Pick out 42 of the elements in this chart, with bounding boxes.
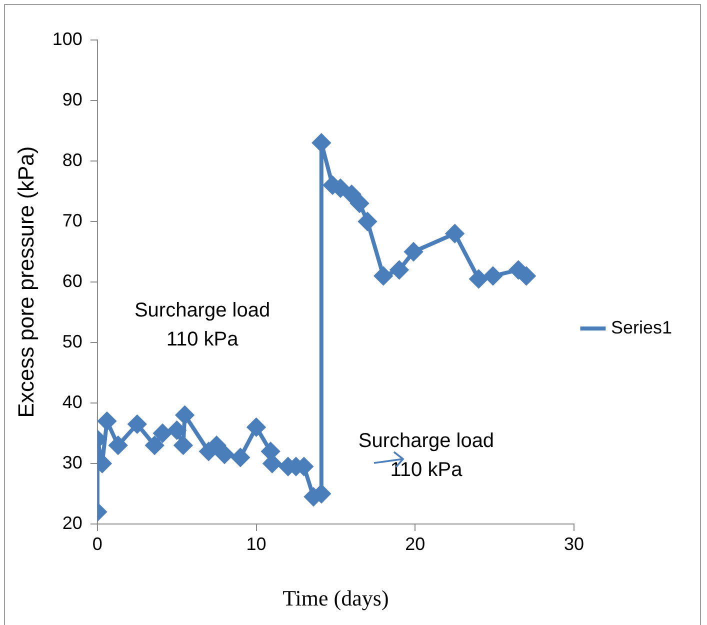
- y-tick-label: 20: [62, 512, 82, 533]
- point: [247, 418, 266, 436]
- point: [358, 212, 376, 230]
- y-tick-label: 50: [62, 331, 82, 352]
- y-tick-label: 30: [62, 452, 82, 472]
- point: [176, 406, 194, 424]
- point: [342, 185, 361, 204]
- point: [128, 415, 146, 434]
- legend-label: Series1: [610, 317, 672, 338]
- point: [231, 448, 250, 466]
- y-tick-label: 90: [62, 89, 82, 110]
- point: [312, 134, 330, 152]
- y-tick-label: 60: [62, 270, 82, 291]
- y-tick-label: 100: [52, 28, 82, 49]
- point: [262, 442, 280, 460]
- point: [484, 266, 502, 285]
- point: [109, 436, 128, 454]
- y-axis-title: Excess pore pressure (kPa): [13, 146, 38, 418]
- point: [216, 445, 234, 464]
- point: [517, 266, 536, 285]
- x-axis-title: Time (days): [282, 586, 389, 611]
- annotation: Surcharge load 110 kPa: [358, 430, 494, 482]
- point: [470, 270, 488, 288]
- point: [350, 194, 369, 212]
- point: [446, 224, 464, 243]
- point: [263, 454, 282, 472]
- point: [174, 436, 192, 454]
- point: [374, 266, 392, 285]
- point: [98, 412, 116, 430]
- point: [168, 421, 186, 440]
- x-tick-label: 10: [246, 534, 266, 554]
- point: [154, 424, 172, 442]
- y-tick-label: 70: [62, 210, 82, 230]
- x-tick-label: 0: [92, 534, 102, 554]
- y-tick-label: 40: [62, 392, 82, 412]
- x-tick-label: 30: [564, 534, 584, 554]
- point: [404, 242, 423, 261]
- annotation: Surcharge load 110 kPa: [134, 300, 270, 351]
- point: [390, 260, 408, 279]
- y-tick-label: 80: [62, 150, 82, 170]
- point: [146, 436, 164, 454]
- x-tick-label: 20: [405, 534, 426, 554]
